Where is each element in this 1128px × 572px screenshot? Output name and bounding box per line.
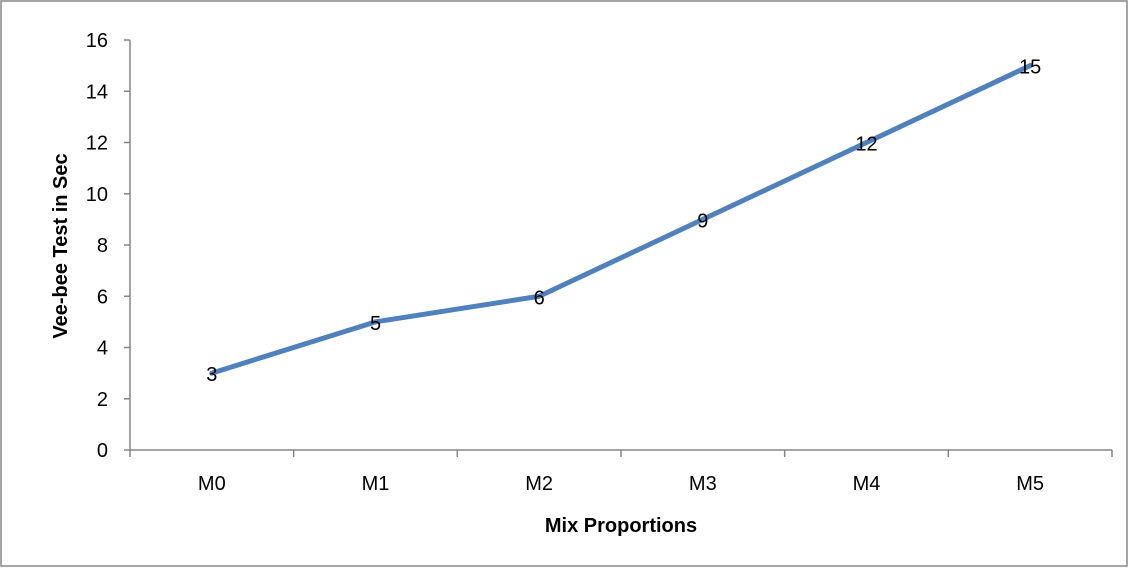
series-layer bbox=[209, 63, 1033, 376]
x-axis-title: Mix Proportions bbox=[545, 515, 697, 537]
series-line bbox=[209, 63, 1033, 376]
y-tick-label: 0 bbox=[97, 440, 108, 462]
x-tick-label: M2 bbox=[525, 473, 553, 495]
data-label: 6 bbox=[534, 287, 545, 309]
y-tick-label: 4 bbox=[97, 338, 108, 360]
y-tick-label: 6 bbox=[97, 286, 108, 308]
x-tick-label: M1 bbox=[362, 473, 390, 495]
x-tick-label: M5 bbox=[1016, 473, 1044, 495]
y-tick-label: 8 bbox=[97, 235, 108, 257]
x-tick-label: M3 bbox=[689, 473, 717, 495]
data-point bbox=[536, 293, 542, 299]
x-tick-label: M4 bbox=[853, 473, 881, 495]
data-label: 15 bbox=[1019, 57, 1041, 79]
data-point bbox=[700, 216, 706, 222]
y-tick-label: 16 bbox=[86, 30, 108, 52]
data-label: 9 bbox=[697, 210, 708, 232]
data-label: 3 bbox=[206, 364, 217, 386]
y-tick-label: 10 bbox=[86, 184, 108, 206]
y-axis-title: Vee-bee Test in Sec bbox=[50, 153, 72, 338]
data-point bbox=[1027, 63, 1033, 69]
data-labels: 3 5 6 9 12 15 bbox=[206, 57, 1041, 387]
data-point bbox=[373, 319, 378, 325]
data-point bbox=[209, 370, 215, 376]
data-point bbox=[864, 140, 869, 145]
data-label: 5 bbox=[370, 313, 381, 335]
y-tick-label: 14 bbox=[86, 81, 108, 103]
y-tick-label: 12 bbox=[86, 133, 108, 155]
y-tick-label: 2 bbox=[97, 389, 108, 411]
data-label: 12 bbox=[855, 134, 877, 156]
x-tick-label: M0 bbox=[198, 473, 226, 495]
axes: 0 2 4 6 8 10 12 14 16 M0 M1 M2 M3 M4 M5 bbox=[86, 30, 1113, 495]
